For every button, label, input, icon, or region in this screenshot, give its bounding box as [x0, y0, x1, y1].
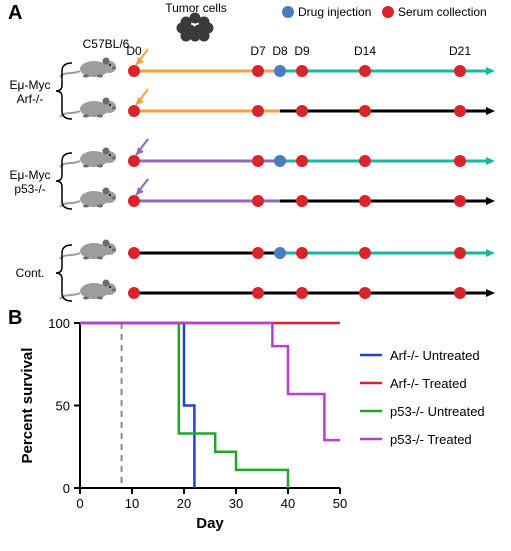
svg-text:D7: D7 [250, 44, 266, 58]
svg-text:Percent survival: Percent survival [19, 348, 36, 464]
panel-a-label: A [8, 2, 22, 25]
svg-text:p53-/-: p53-/- [14, 182, 45, 196]
svg-text:D21: D21 [449, 44, 471, 58]
panel-b-label: B [8, 307, 22, 330]
svg-text:Arf-/- Untreated: Arf-/- Untreated [390, 348, 480, 363]
svg-text:30: 30 [229, 496, 243, 511]
svg-text:20: 20 [177, 496, 191, 511]
svg-text:Eμ-Myc: Eμ-Myc [10, 168, 51, 182]
svg-text:D0: D0 [126, 44, 142, 58]
svg-text:Day: Day [196, 515, 224, 532]
svg-text:0: 0 [76, 496, 83, 511]
svg-text:D8: D8 [272, 44, 288, 58]
svg-text:0: 0 [63, 481, 70, 496]
svg-text:D14: D14 [354, 44, 376, 58]
svg-text:Cont.: Cont. [16, 266, 45, 280]
svg-text:Serum collection: Serum collection [398, 5, 487, 19]
svg-text:p53-/- Treated: p53-/- Treated [390, 432, 472, 447]
svg-text:Drug injection: Drug injection [298, 5, 371, 19]
svg-text:D9: D9 [294, 44, 310, 58]
survival-chart: 0 10 20 30 40 50 0 50 100 Day Percent survival Arf-… [0, 305, 511, 551]
svg-text:40: 40 [281, 496, 295, 511]
svg-text:p53-/- Untreated: p53-/- Untreated [390, 404, 485, 419]
panel-b: B 0 10 20 30 40 50 0 50 100 Day Percent survival Ar… [0, 305, 511, 551]
svg-text:Eμ-Myc: Eμ-Myc [10, 78, 51, 92]
panel-a: A Drug injection Serum collection C57BL/6 T… [0, 0, 511, 305]
svg-text:50: 50 [56, 399, 70, 414]
svg-text:C57BL/6: C57BL/6 [83, 37, 130, 51]
svg-text:Tumor cells: Tumor cells [165, 1, 227, 15]
svg-text:Arf-/-: Arf-/- [17, 92, 44, 106]
timeline-diagram: Drug injection Serum collection C57BL/6 Tum… [0, 0, 511, 305]
svg-text:50: 50 [333, 496, 347, 511]
svg-text:Arf-/- Treated: Arf-/- Treated [390, 376, 467, 391]
svg-text:100: 100 [48, 316, 70, 331]
svg-text:10: 10 [125, 496, 139, 511]
